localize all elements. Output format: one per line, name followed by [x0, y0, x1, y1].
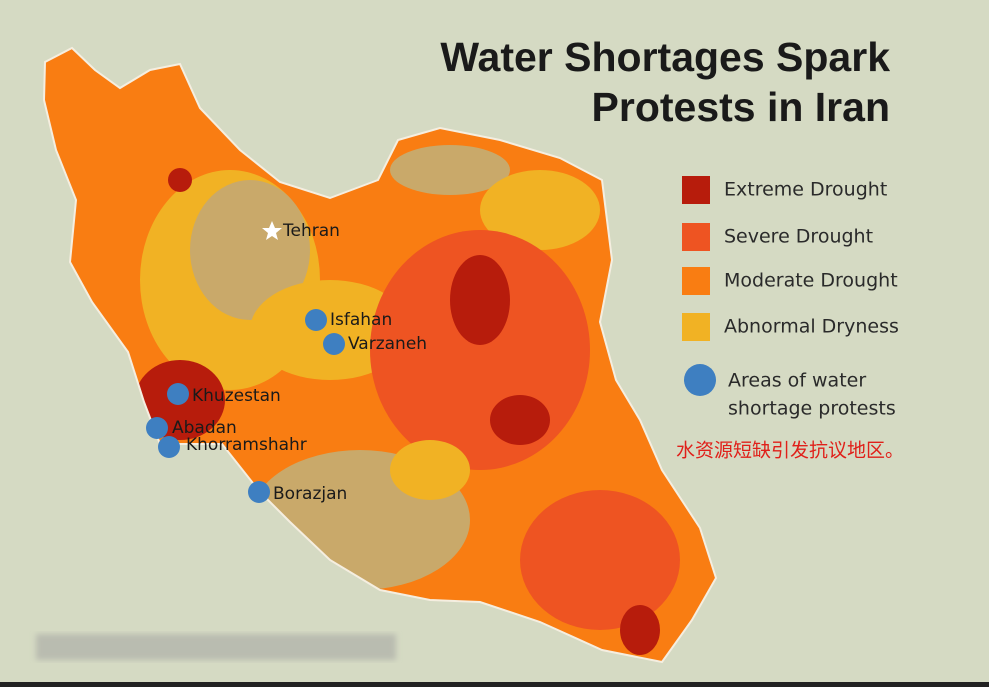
title-line: Water Shortages Spark	[440, 34, 890, 80]
legend-swatch	[682, 313, 710, 341]
legend-label: Severe Drought	[724, 226, 873, 248]
legend-label: shortage protests	[728, 398, 896, 420]
city-label: Varzaneh	[348, 334, 427, 354]
legend-swatch	[682, 223, 710, 251]
frame-edge	[0, 682, 989, 687]
capital-star	[262, 221, 282, 240]
legend-label: Extreme Drought	[724, 179, 887, 201]
legend-swatch	[682, 176, 710, 204]
city-label: Khorramshahr	[186, 435, 307, 455]
legend-dot	[684, 364, 716, 396]
legend-swatch	[682, 267, 710, 295]
protest-dot	[305, 309, 327, 331]
blurred-credit	[36, 634, 396, 660]
legend-label: Moderate Drought	[724, 270, 898, 292]
city-label: Tehran	[282, 221, 340, 241]
protest-dot	[146, 417, 168, 439]
city-label: Khuzestan	[192, 386, 281, 406]
protest-dot	[167, 383, 189, 405]
city-label: Isfahan	[330, 310, 392, 330]
city-label: Abadan	[172, 418, 237, 438]
protest-dot	[158, 436, 180, 458]
city-label: Borazjan	[273, 484, 347, 504]
caption: 水资源短缺引发抗议地区。	[676, 440, 904, 462]
legend-label: Abnormal Dryness	[724, 316, 899, 338]
protest-dot	[323, 333, 345, 355]
legend-label: Areas of water	[728, 370, 866, 392]
title-line: Protests in Iran	[592, 84, 890, 130]
protest-dot	[248, 481, 270, 503]
